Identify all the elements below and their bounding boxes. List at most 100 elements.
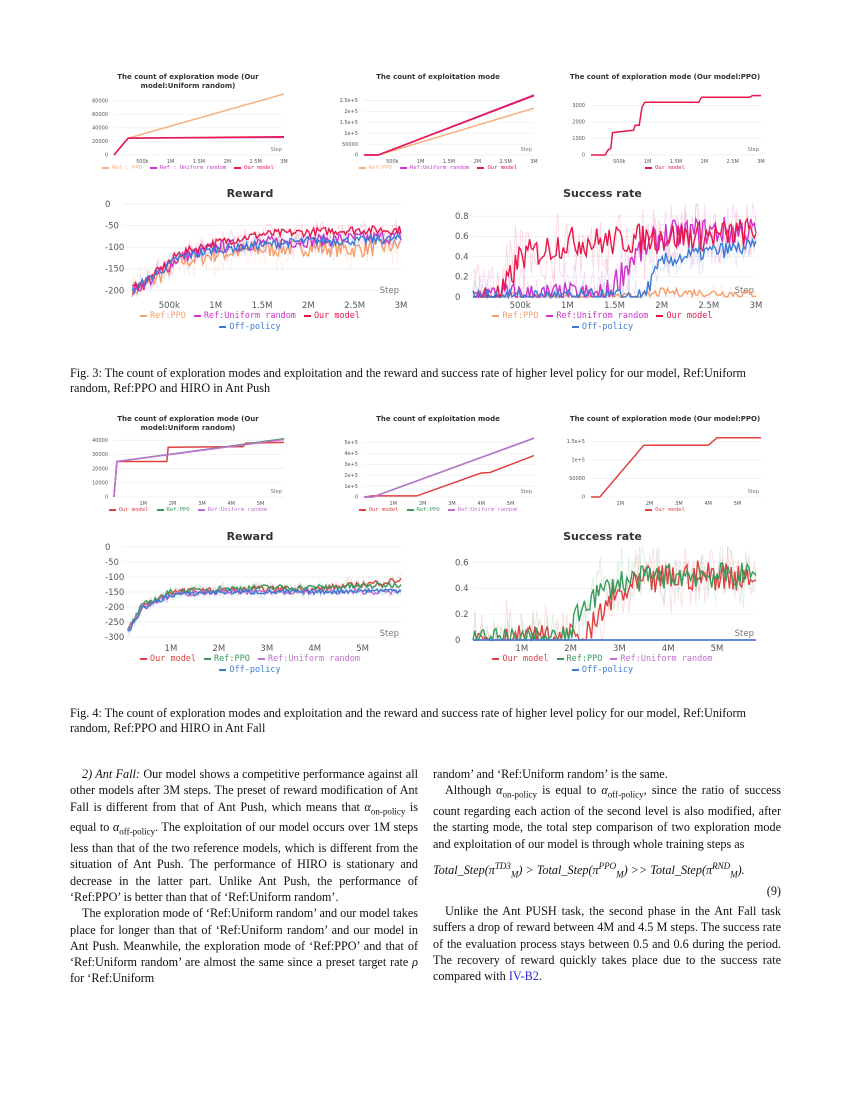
legend-item[interactable]: Ref:PPO [204, 654, 250, 664]
series-line-ref-ppo [472, 562, 757, 643]
chart-plot: 0 10000 20000 30000 40000 1M 2M 3M 4M 5M Step [92, 438, 285, 507]
x-axis-label: Step [271, 489, 282, 495]
legend-item[interactable]: Our model [108, 507, 149, 513]
legend-label: Ref:Uniform random [457, 507, 518, 513]
x-axis-label: Step [271, 147, 282, 153]
legend-swatch [546, 314, 554, 317]
x-tick-label: 3M [395, 301, 408, 311]
x-tick-label: 1M [165, 644, 178, 654]
legend-label: Ref : Uniform random [159, 165, 227, 171]
text-segment: The exploration mode of ‘Ref:Uniform ran… [70, 906, 418, 970]
legend-item[interactable]: Our model [477, 165, 517, 171]
legend-swatch [656, 314, 664, 317]
legend-swatch [610, 657, 618, 660]
legend-swatch [645, 166, 653, 169]
x-tick-label: 5M [257, 501, 265, 507]
legend-item[interactable]: Ref:PPO [156, 507, 190, 513]
chart-plot: 0 50000 1e+5 1.5e+5 1M 2M 3M 4M 5M Step [567, 437, 761, 507]
legend-item[interactable]: Off-policy [219, 665, 281, 675]
section-link[interactable]: IV-B2 [508, 969, 539, 984]
text-segment: M [730, 869, 738, 880]
x-tick-label: 2M [302, 301, 315, 311]
series-raw-line [472, 546, 757, 642]
legend-label: Ref:PPO [502, 311, 539, 321]
series-line-ref-ppo [364, 107, 535, 156]
x-tick-label: 2M [474, 159, 482, 165]
legend-item[interactable]: Ref:PPO [139, 311, 186, 321]
legend-item[interactable]: Our model [492, 654, 549, 664]
text-segment: Although [445, 783, 497, 798]
legend-item[interactable]: Ref:Uniform random [447, 507, 518, 513]
text-segment: α [601, 783, 608, 798]
chart-title: Success rate [563, 187, 642, 200]
legend-swatch [257, 657, 265, 660]
legend-item[interactable]: Ref:PPO [406, 507, 440, 513]
x-tick-label: 1.5M [443, 159, 455, 165]
chart-title: The count of exploitation mode [376, 73, 500, 81]
legend-item[interactable]: Off-policy [571, 665, 633, 675]
x-axis-label: Step [735, 286, 754, 296]
legend-item[interactable]: Ref:Uniform random [193, 311, 296, 321]
legend-item[interactable]: Off-policy [571, 322, 633, 332]
legend-item[interactable]: Our model [139, 654, 197, 664]
legend-item[interactable]: Our model [303, 311, 360, 321]
legend-swatch [645, 508, 653, 511]
y-tick-label: 0 [355, 153, 358, 159]
x-tick-label: 1.5M [252, 301, 273, 311]
series-line-ref-unifrom-random [472, 216, 757, 300]
legend-item[interactable]: Ref:PPO [492, 311, 538, 321]
legend-swatch [149, 166, 157, 169]
x-tick-label: 3M [448, 501, 456, 507]
legend-item[interactable]: Our model [645, 507, 685, 513]
legend-label: Ref : PPO [112, 165, 142, 171]
paragraph: The exploration mode of ‘Ref:Uniform ran… [70, 905, 418, 986]
legend-item[interactable]: Ref:Uniform random [399, 165, 469, 171]
series-raw-line [127, 574, 402, 631]
x-tick-label: 1M [561, 301, 574, 311]
legend-item[interactable]: Ref:Uniform random [197, 507, 267, 513]
series-line-our-model [113, 135, 285, 156]
legend-item[interactable]: Ref:PPO [358, 165, 392, 171]
x-tick-label: 2M [655, 301, 668, 311]
series-line-our-model [591, 94, 761, 156]
legend-item[interactable]: Our model [234, 165, 274, 171]
legend-item[interactable]: Ref : PPO [102, 165, 142, 171]
legend-label: Ref:Uniform random [620, 654, 713, 664]
chart-f3a: The count of exploration mode (Our model… [88, 73, 288, 171]
chart-f3b: The count of exploitation mode 0 50000 1e+5… [338, 73, 538, 171]
text-segment: off-policy [119, 826, 156, 837]
x-tick-label: 1M [140, 501, 148, 507]
legend-item[interactable]: Our model [656, 311, 713, 321]
y-tick-label: 1e+5 [344, 131, 358, 137]
text-segment: ) [518, 862, 523, 877]
legend-item[interactable]: Our model [358, 507, 399, 513]
legend-item[interactable]: Ref:PPO [556, 654, 602, 664]
series-line-our-model [363, 454, 535, 498]
legend-swatch [358, 166, 366, 169]
y-tick-label: 0.6 [455, 232, 469, 242]
y-tick-label: 40000 [92, 438, 108, 444]
text-segment: ). [737, 862, 745, 877]
legend-swatch [303, 314, 311, 317]
x-tick-label: 3M [750, 301, 763, 311]
x-tick-label: 2.5M [250, 159, 262, 165]
legend-item[interactable]: Ref:Uniform random [610, 654, 713, 664]
legend-label: Our model [149, 654, 197, 664]
y-tick-label: 0 [105, 543, 110, 553]
text-segment: Total_Step [433, 862, 485, 877]
legend-swatch [571, 325, 579, 328]
text-segment: . [538, 969, 542, 984]
x-tick-label: 2.5M [500, 159, 512, 165]
legend-swatch [571, 668, 579, 671]
series-raw-line [131, 223, 402, 298]
legend-item[interactable]: Ref:Unifrom random [546, 311, 648, 321]
text-segment: TD3 [494, 860, 511, 871]
legend-item[interactable]: Our model [645, 165, 685, 171]
text-segment: ) [623, 862, 628, 877]
legend-item[interactable]: Ref:Uniform random [257, 654, 360, 664]
text-segment: Unlike the Ant PUSH task, the second pha… [433, 904, 781, 984]
legend-item[interactable]: Ref : Uniform random [149, 165, 227, 171]
legend-item[interactable]: Off-policy [219, 322, 281, 332]
y-tick-label: 2000 [572, 120, 585, 126]
y-tick-label: 0 [105, 495, 108, 501]
